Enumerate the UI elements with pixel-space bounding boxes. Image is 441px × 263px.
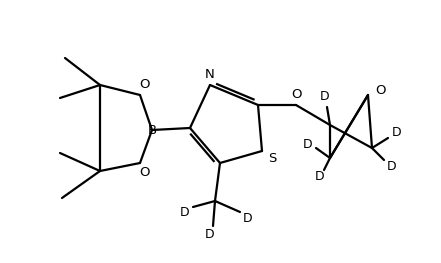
Text: D: D <box>303 138 313 150</box>
Text: O: O <box>375 83 385 97</box>
Text: O: O <box>291 88 301 100</box>
Text: D: D <box>180 206 190 220</box>
Text: N: N <box>205 68 215 82</box>
Text: D: D <box>243 211 253 225</box>
Text: B: B <box>147 124 157 136</box>
Text: S: S <box>268 153 276 165</box>
Text: D: D <box>315 169 325 183</box>
Text: O: O <box>140 78 150 92</box>
Text: D: D <box>205 229 215 241</box>
Text: O: O <box>140 166 150 180</box>
Text: D: D <box>392 127 402 139</box>
Text: D: D <box>387 159 397 173</box>
Text: D: D <box>320 90 330 104</box>
